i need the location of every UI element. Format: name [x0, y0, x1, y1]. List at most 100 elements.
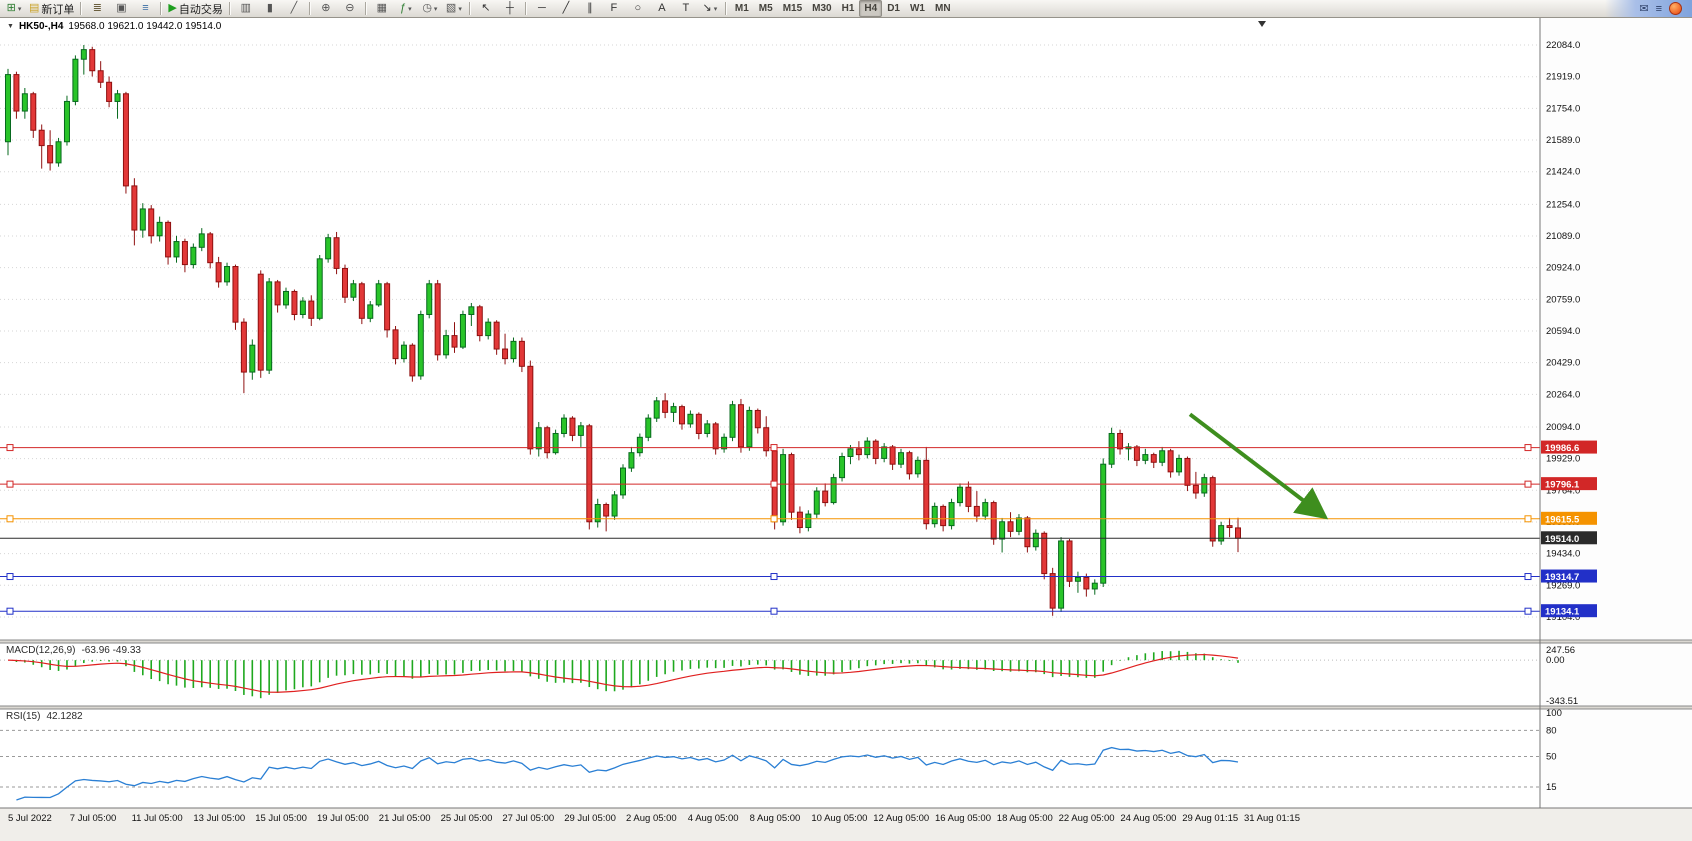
- zoom-out-button[interactable]: ⊖: [338, 0, 362, 17]
- line-handle[interactable]: [1524, 515, 1532, 523]
- text-button[interactable]: A: [650, 0, 674, 17]
- price-axis[interactable]: [1540, 17, 1692, 808]
- panel-separator[interactable]: [0, 706, 1692, 709]
- notification-badge[interactable]: [1669, 2, 1682, 15]
- candle-down: [38, 129, 45, 147]
- timeframe-w1-button[interactable]: W1: [909, 3, 925, 14]
- time-axis-label: 8 Aug 05:00: [750, 813, 801, 824]
- time-axis[interactable]: [0, 808, 1692, 841]
- shapes-button[interactable]: ○: [626, 0, 650, 17]
- tile-windows-button[interactable]: ▦: [370, 0, 394, 17]
- line-handle[interactable]: [770, 573, 778, 581]
- autotrading-button[interactable]: ▶ 自动交易: [165, 0, 225, 17]
- toolbar-right-cluster: ✉ ≡: [1605, 0, 1692, 17]
- timeframe-m30-button[interactable]: M30: [812, 3, 832, 14]
- candle-down: [569, 417, 576, 436]
- candle-up: [645, 417, 652, 438]
- candlestick-chart-button[interactable]: ▮: [258, 0, 282, 17]
- macd-values: -63.96 -49.33: [81, 645, 141, 656]
- crosshair-button[interactable]: ┼: [498, 0, 522, 17]
- price-axis-label: 22084.0: [1546, 40, 1580, 51]
- arrows-icon: ↘: [702, 2, 712, 14]
- data-window-button[interactable]: ▣: [109, 0, 133, 17]
- navigator-button[interactable]: ≡: [133, 0, 157, 17]
- candle-up: [704, 423, 711, 434]
- candle-up: [620, 467, 626, 496]
- line-handle[interactable]: [770, 607, 778, 615]
- templates-button[interactable]: ▧ ▾: [442, 0, 466, 17]
- line-handle[interactable]: [6, 444, 14, 452]
- candle-up: [931, 505, 938, 525]
- candle-up: [367, 304, 374, 319]
- chart-shift-marker[interactable]: [1258, 21, 1266, 27]
- macd-scale-label: 0.00: [1546, 655, 1565, 666]
- price-tag-text: 19134.1: [1545, 607, 1580, 618]
- line-handle[interactable]: [1524, 444, 1532, 452]
- timeframe-mn-button[interactable]: MN: [934, 3, 951, 14]
- arrows-button[interactable]: ↘ ▾: [698, 0, 722, 17]
- new-chart-button[interactable]: ⊞ ▾: [2, 0, 26, 17]
- price-axis-label: 20594.0: [1546, 326, 1580, 337]
- timeframe-m1-button[interactable]: M1: [734, 3, 749, 14]
- market-watch-button[interactable]: ≣: [85, 0, 109, 17]
- cursor-button[interactable]: ↖: [474, 0, 498, 17]
- new-order-button[interactable]: ▤ 新订单: [26, 0, 77, 17]
- timeframe-m5-button[interactable]: M5: [758, 3, 773, 14]
- line-handle[interactable]: [1524, 573, 1532, 581]
- fibonacci-button[interactable]: F: [602, 0, 626, 17]
- candle-down: [181, 241, 188, 266]
- price-tag-text: 19314.7: [1545, 572, 1579, 583]
- line-handle[interactable]: [6, 607, 14, 615]
- one-click-trading-toggle[interactable]: ▼: [7, 23, 14, 30]
- timeframe-h1-button[interactable]: H1: [841, 3, 855, 14]
- macd-indicator-label: MACD(12,26,9) -63.96 -49.33: [6, 645, 141, 656]
- rsi-indicator-label: RSI(15) 42.1282: [6, 711, 83, 722]
- tile-windows-icon: ▦: [376, 2, 388, 14]
- dropdown-arrow-icon: ▾: [433, 5, 438, 13]
- trendline-button[interactable]: ╱: [554, 0, 578, 17]
- price-tag: [1541, 604, 1597, 618]
- candle-up: [898, 452, 905, 465]
- timeframe-m15-button[interactable]: M15: [782, 3, 803, 14]
- indicators-button[interactable]: ƒ ▾: [394, 0, 418, 17]
- candle-down: [1184, 457, 1191, 486]
- candle-up: [982, 502, 989, 517]
- candle-down: [122, 93, 129, 187]
- candle-up: [948, 502, 955, 527]
- periods-button[interactable]: ◷ ▾: [418, 0, 442, 17]
- timeframe-d1-button[interactable]: D1: [887, 3, 900, 14]
- horizontal-line-button[interactable]: ─: [530, 0, 554, 17]
- line-handle[interactable]: [1524, 607, 1532, 615]
- line-chart-button[interactable]: ╱: [282, 0, 306, 17]
- toolbar-separator: [160, 2, 163, 15]
- trend-arrow-object[interactable]: [1188, 412, 1329, 520]
- time-axis-label: 12 Aug 05:00: [873, 813, 929, 824]
- candle-up: [80, 49, 87, 60]
- cursor-icon: ↖: [481, 2, 491, 14]
- line-handle[interactable]: [6, 480, 14, 488]
- time-axis-label: 29 Aug 01:15: [1182, 813, 1238, 824]
- line-handle[interactable]: [770, 515, 778, 523]
- candle-up: [670, 406, 677, 413]
- candle-up: [561, 417, 568, 434]
- line-handle[interactable]: [6, 515, 14, 523]
- mail-icon[interactable]: ✉: [1639, 3, 1649, 15]
- candle-up: [459, 313, 466, 348]
- new-order-icon: ▤: [29, 2, 40, 14]
- toolbar-separator: [468, 2, 471, 15]
- line-handle[interactable]: [770, 480, 778, 488]
- line-handle[interactable]: [1524, 480, 1532, 488]
- text-label-button[interactable]: T: [674, 0, 698, 17]
- candle-down: [1041, 532, 1048, 575]
- line-handle[interactable]: [770, 444, 778, 452]
- channel-button[interactable]: ∥: [578, 0, 602, 17]
- timeframe-h4-button[interactable]: H4: [859, 0, 883, 17]
- bar-chart-button[interactable]: ▥: [234, 0, 258, 17]
- panel-separator[interactable]: [0, 640, 1692, 643]
- zoom-in-button[interactable]: ⊕: [314, 0, 338, 17]
- menu-icon[interactable]: ≡: [1655, 2, 1662, 15]
- rsi-value: 42.1282: [46, 711, 83, 722]
- candle-up: [805, 513, 812, 529]
- line-handle[interactable]: [6, 573, 14, 581]
